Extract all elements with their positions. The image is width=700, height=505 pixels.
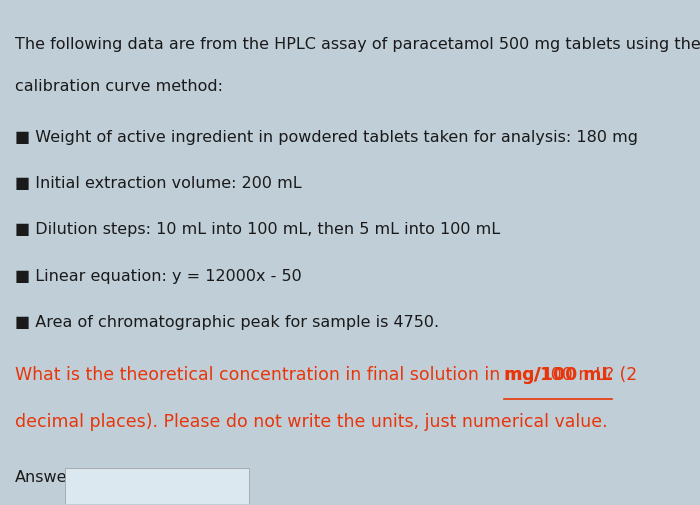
Text: mg/100 mL: mg/100 mL bbox=[504, 366, 612, 383]
Text: ■ Linear equation: y = 12000x - 50: ■ Linear equation: y = 12000x - 50 bbox=[15, 268, 302, 283]
Text: Answer:: Answer: bbox=[15, 470, 79, 484]
Text: What is the theoretical concentration in final solution in mg/100 mL? (2: What is the theoretical concentration in… bbox=[15, 366, 637, 383]
Text: The following data are from the HPLC assay of paracetamol 500 mg tablets using t: The following data are from the HPLC ass… bbox=[15, 36, 700, 52]
Text: ■ Area of chromatographic peak for sample is 4750.: ■ Area of chromatographic peak for sampl… bbox=[15, 314, 439, 329]
Text: ■ Initial extraction volume: 200 mL: ■ Initial extraction volume: 200 mL bbox=[15, 176, 302, 190]
Text: calibration curve method:: calibration curve method: bbox=[15, 79, 223, 94]
Text: decimal places). Please do not write the units, just numerical value.: decimal places). Please do not write the… bbox=[15, 412, 608, 430]
FancyBboxPatch shape bbox=[65, 469, 249, 505]
Text: ■ Dilution steps: 10 mL into 100 mL, then 5 mL into 100 mL: ■ Dilution steps: 10 mL into 100 mL, the… bbox=[15, 222, 500, 237]
Text: ■ Weight of active ingredient in powdered tablets taken for analysis: 180 mg: ■ Weight of active ingredient in powdere… bbox=[15, 129, 638, 144]
